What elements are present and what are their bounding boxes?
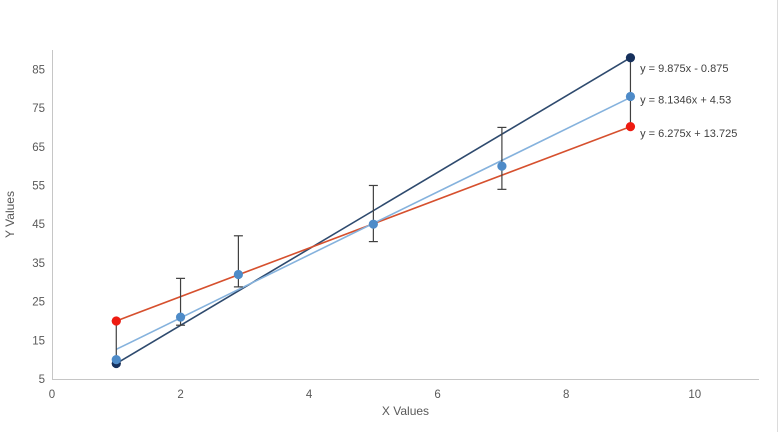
data-point-marker-measured-data [368,219,378,229]
x-tick-label: 8 [563,389,569,401]
y-tick-label: 55 [32,180,45,192]
data-point-marker-measured-data [175,312,186,322]
data-point-marker-measured-data [111,355,121,365]
y-tick-label: 35 [32,258,45,270]
x-axis-title: X Values [382,404,429,418]
x-tick-label: 10 [688,389,701,401]
data-point-marker-min-slope-line [111,316,121,326]
data-point-marker-min-slope-line [625,122,636,132]
y-tick-label: 85 [32,64,45,76]
y-tick-label: 15 [32,335,45,347]
x-tick-label: 4 [306,389,313,401]
y-tick-label: 45 [32,219,45,231]
error-bar [497,126,507,190]
data-point-marker-measured-data [625,91,636,102]
data-point-marker-measured-data [497,161,507,171]
y-tick-label: 25 [32,297,45,309]
trendline-equation-label: y = 9.875x - 0.875 [640,63,728,75]
x-tick-label: 0 [49,389,55,401]
error-bar [368,184,378,243]
x-tick-label: 2 [177,389,183,401]
trendline-equation-label: y = 6.275x + 13.725 [640,128,737,140]
data-point-marker-max-slope-line [625,53,636,63]
y-tick-label: 65 [32,142,45,154]
error-bar [233,235,243,288]
y-axis-title: Y Values [3,191,17,238]
data-point-marker-measured-data [233,269,243,280]
x-tick-label: 6 [434,389,440,401]
trendline-equation-label: y = 8.1346x + 4.53 [640,95,731,107]
y-tick-label: 5 [39,374,45,386]
y-tick-label: 75 [32,103,45,115]
